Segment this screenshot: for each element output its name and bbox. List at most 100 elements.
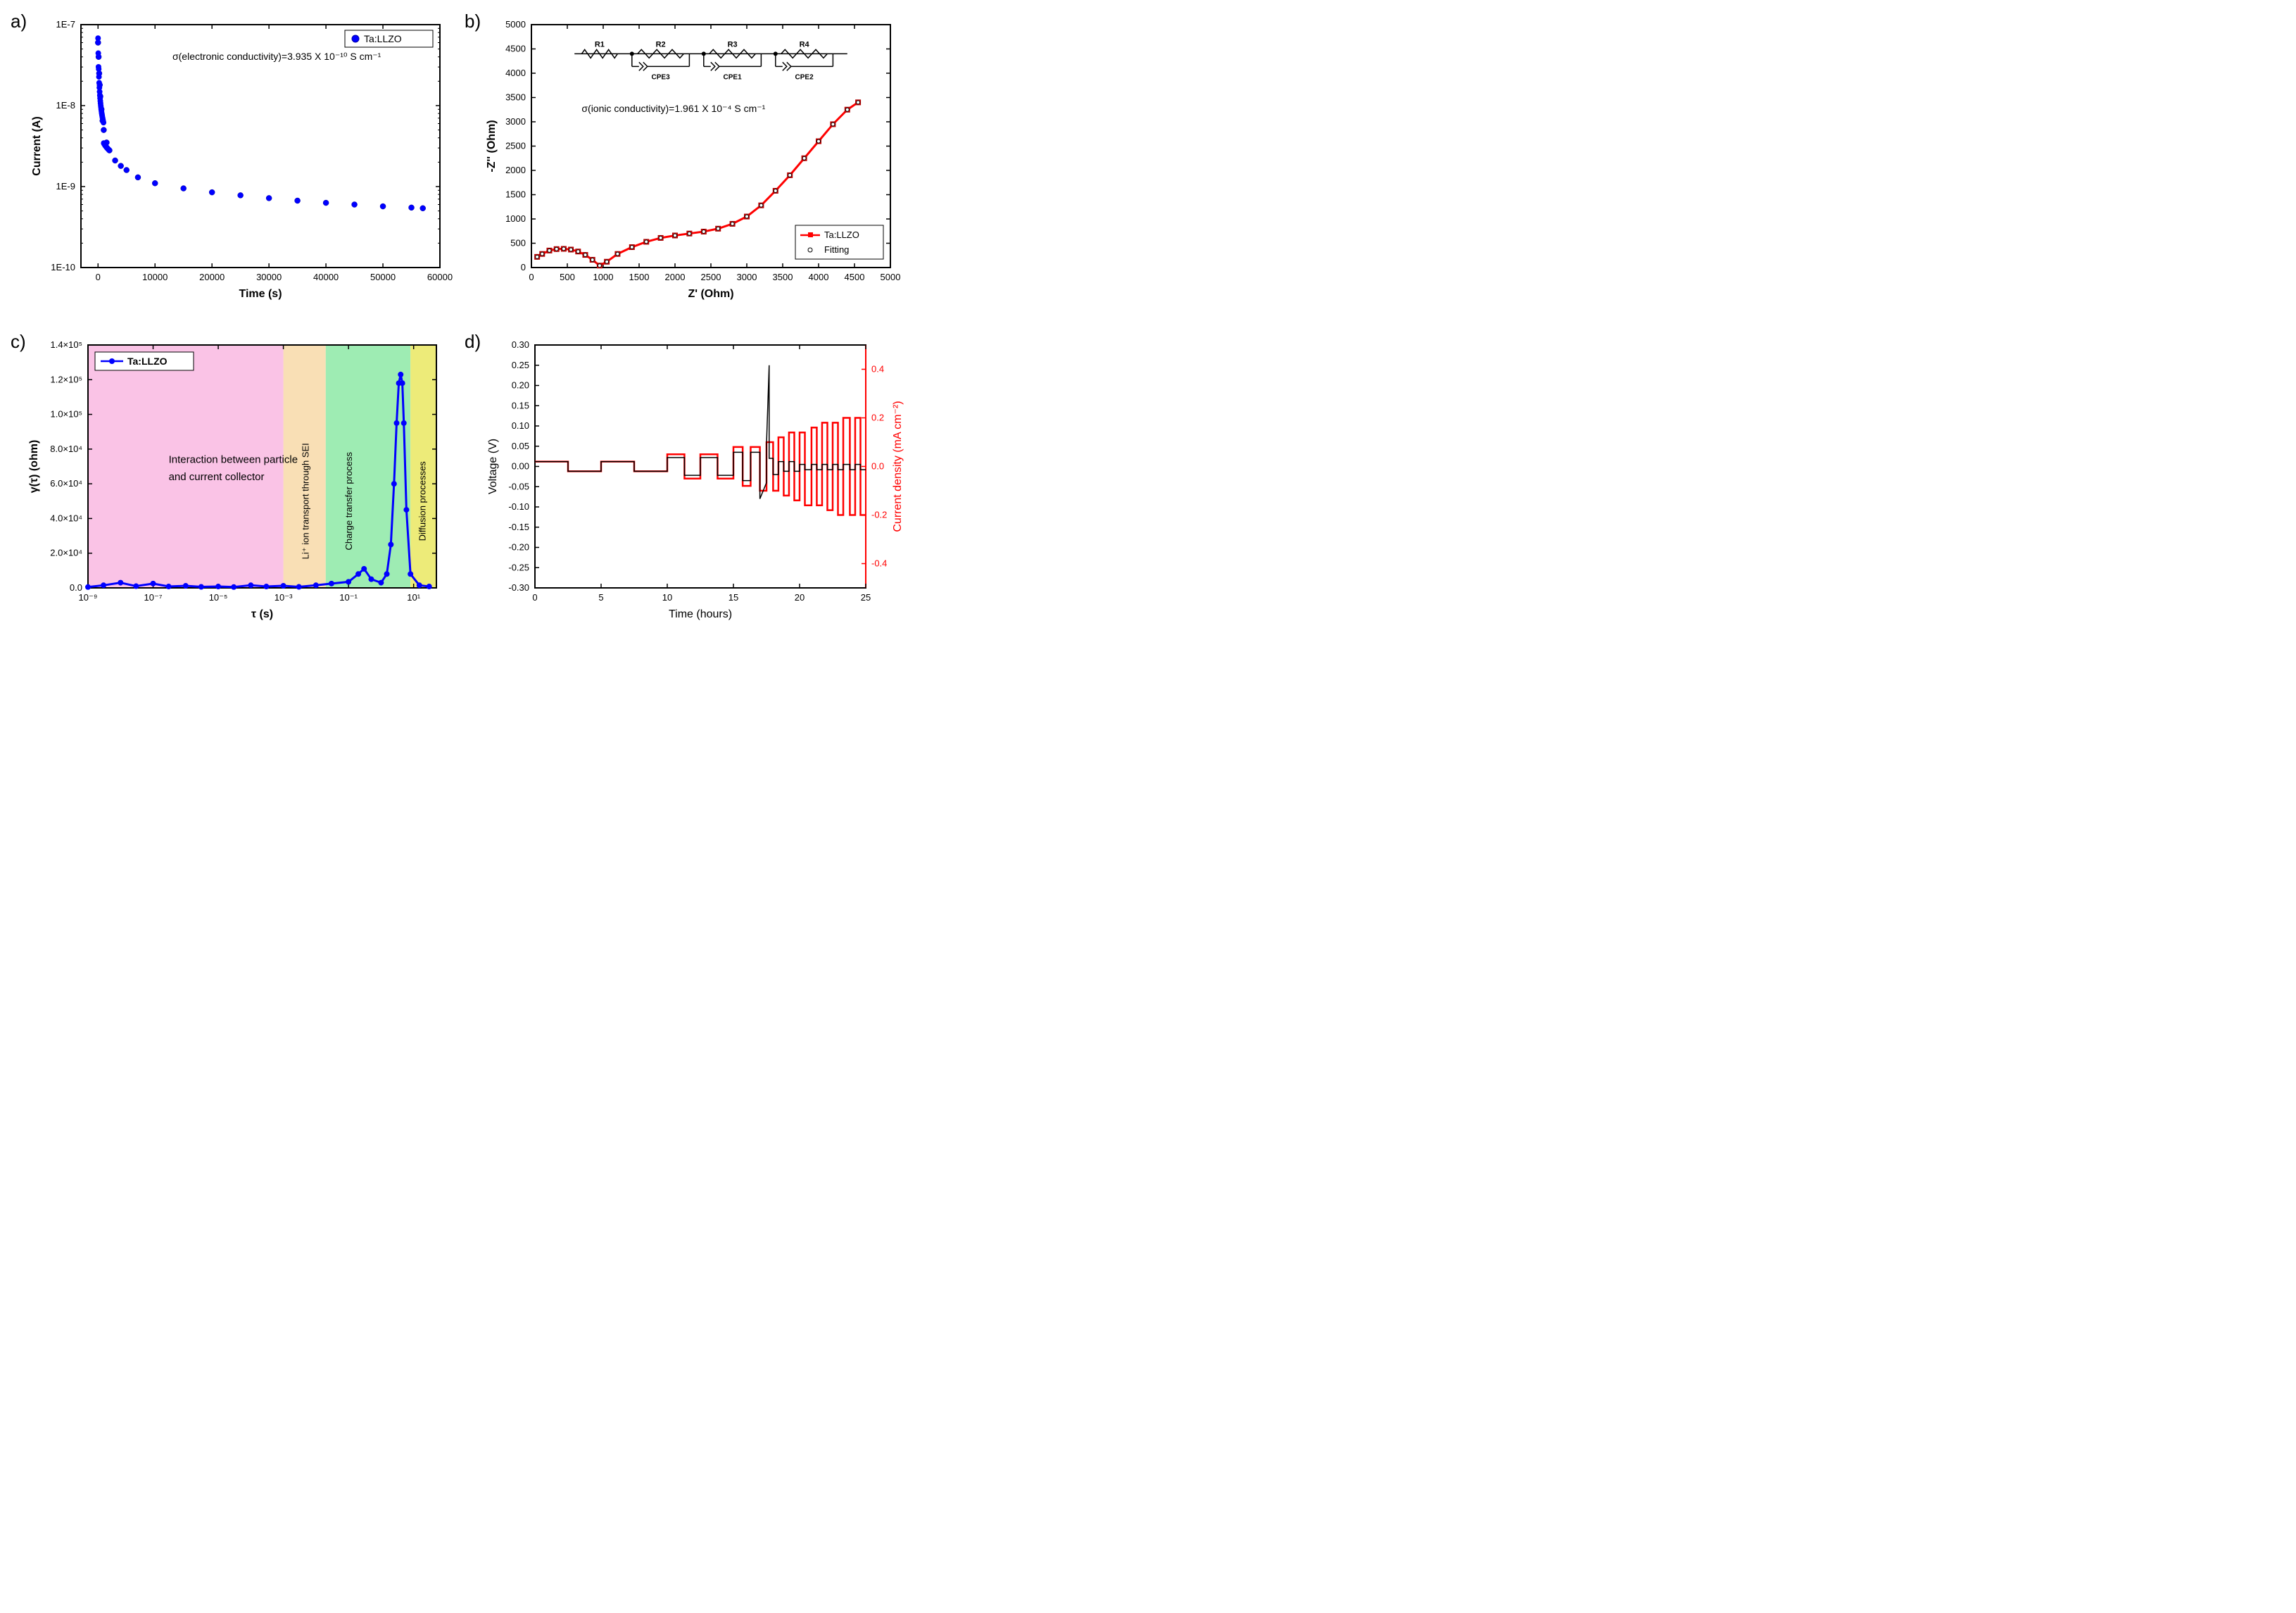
figure-grid: a) 01000020000300004000050000600001E-101… <box>14 14 901 634</box>
svg-text:5000: 5000 <box>881 272 901 282</box>
svg-text:60000: 60000 <box>427 272 453 282</box>
svg-text:-0.4: -0.4 <box>871 558 887 569</box>
svg-text:500: 500 <box>560 272 575 282</box>
svg-text:Li⁺ ion transport through SEI: Li⁺ ion transport through SEI <box>300 443 310 559</box>
svg-text:20: 20 <box>795 592 805 603</box>
svg-text:Ta:LLZO: Ta:LLZO <box>824 230 859 240</box>
svg-text:Fitting: Fitting <box>824 244 849 255</box>
svg-text:-0.25: -0.25 <box>508 562 529 572</box>
svg-text:-0.15: -0.15 <box>508 522 529 532</box>
svg-text:1000: 1000 <box>593 272 614 282</box>
svg-text:10: 10 <box>662 592 672 603</box>
svg-text:-Z'' (Ohm): -Z'' (Ohm) <box>486 120 498 172</box>
svg-text:Ta:LLZO: Ta:LLZO <box>127 356 168 367</box>
svg-text:3000: 3000 <box>505 116 526 127</box>
svg-text:Z' (Ohm): Z' (Ohm) <box>688 288 733 300</box>
svg-text:30000: 30000 <box>256 272 282 282</box>
svg-text:5: 5 <box>598 592 603 603</box>
svg-text:-0.2: -0.2 <box>871 510 887 520</box>
svg-text:0.25: 0.25 <box>512 360 529 370</box>
svg-text:CPE2: CPE2 <box>795 73 814 81</box>
svg-text:10⁻⁵: 10⁻⁵ <box>209 592 228 603</box>
svg-text:-0.10: -0.10 <box>508 501 529 512</box>
svg-text:4.0×10⁴: 4.0×10⁴ <box>50 513 82 523</box>
svg-text:Interaction between particle: Interaction between particle <box>169 454 298 466</box>
panel-d-svg: 0 5 10 15 20 25 -0.30 -0.25 -0.20 -0.15 -0.10 -0.05… <box>475 334 912 630</box>
panel-b-svg: 0500100015002000250030003500400045005000… <box>475 14 912 310</box>
svg-text:15: 15 <box>728 592 738 603</box>
panel-c-svg: 10⁻⁹10⁻⁷10⁻⁵10⁻³10⁻¹10¹0.02.0×10⁴4.0×10⁴… <box>21 334 458 630</box>
svg-text:0.0: 0.0 <box>871 461 884 472</box>
svg-text:Time (s): Time (s) <box>239 288 282 300</box>
svg-text:0.00: 0.00 <box>512 461 529 472</box>
svg-text:R1: R1 <box>595 40 605 49</box>
svg-text:1500: 1500 <box>505 189 526 200</box>
svg-text:CPE3: CPE3 <box>652 73 671 81</box>
svg-text:0.05: 0.05 <box>512 441 529 451</box>
svg-text:Ta:LLZO: Ta:LLZO <box>364 33 402 44</box>
svg-text:Time (hours): Time (hours) <box>669 608 732 620</box>
svg-text:0: 0 <box>529 272 534 282</box>
panel-c: c) 10⁻⁹10⁻⁷10⁻⁵10⁻³10⁻¹10¹0.02.0×10⁴4.0×… <box>14 334 447 634</box>
svg-text:R2: R2 <box>656 40 666 49</box>
svg-text:4500: 4500 <box>845 272 865 282</box>
svg-text:2000: 2000 <box>665 272 686 282</box>
svg-text:0: 0 <box>532 592 537 603</box>
panel-a-svg: 0 10000 20000 30000 40000 50000 60000 1E-10 1E-9… <box>21 14 458 310</box>
svg-text:0: 0 <box>521 262 526 272</box>
svg-text:10⁻³: 10⁻³ <box>275 592 293 603</box>
svg-text:10000: 10000 <box>142 272 168 282</box>
svg-text:500: 500 <box>510 238 526 249</box>
svg-text:20000: 20000 <box>199 272 225 282</box>
svg-text:0: 0 <box>96 272 101 282</box>
svg-text:γ(τ) (ohm): γ(τ) (ohm) <box>28 440 40 494</box>
svg-text:2500: 2500 <box>701 272 721 282</box>
svg-text:50000: 50000 <box>370 272 396 282</box>
svg-text:Current density (mA cm⁻²): Current density (mA cm⁻²) <box>892 401 904 532</box>
svg-text:1.4×10⁵: 1.4×10⁵ <box>50 339 82 350</box>
svg-text:10⁻⁷: 10⁻⁷ <box>144 592 163 603</box>
svg-text:1500: 1500 <box>629 272 650 282</box>
svg-text:8.0×10⁴: 8.0×10⁴ <box>50 444 82 454</box>
svg-text:0.2: 0.2 <box>871 413 884 423</box>
svg-text:40000: 40000 <box>313 272 339 282</box>
svg-text:1E-7: 1E-7 <box>56 19 75 30</box>
svg-text:Diffusion processes: Diffusion processes <box>417 461 427 541</box>
svg-text:10⁻⁹: 10⁻⁹ <box>79 592 98 603</box>
svg-text:10⁻¹: 10⁻¹ <box>339 592 358 603</box>
svg-text:0.15: 0.15 <box>512 400 529 410</box>
svg-text:0.20: 0.20 <box>512 380 529 391</box>
svg-text:3500: 3500 <box>505 92 526 103</box>
svg-text:3000: 3000 <box>737 272 757 282</box>
svg-text:1E-8: 1E-8 <box>56 100 75 111</box>
svg-text:2500: 2500 <box>505 141 526 151</box>
svg-text:-0.05: -0.05 <box>508 481 529 491</box>
svg-text:4000: 4000 <box>505 68 526 78</box>
svg-text:0.30: 0.30 <box>512 339 529 350</box>
svg-text:1E-10: 1E-10 <box>51 262 75 272</box>
svg-text:σ(ionic conductivity)=1.961 X: σ(ionic conductivity)=1.961 X 10⁻⁴ S cm⁻… <box>581 103 765 114</box>
panel-b: b) 0500100015002000250030003500400045005… <box>468 14 901 313</box>
svg-text:0.4: 0.4 <box>871 364 884 375</box>
svg-text:Voltage (V): Voltage (V) <box>487 439 499 494</box>
svg-text:-0.20: -0.20 <box>508 542 529 553</box>
svg-text:2000: 2000 <box>505 165 526 175</box>
svg-text:τ (s): τ (s) <box>251 608 273 620</box>
svg-text:25: 25 <box>861 592 871 603</box>
panel-d: d) 0510152025-0.30-0.25-0.20-0.15-0.10-0… <box>468 334 901 634</box>
panel-a: a) 01000020000300004000050000600001E-101… <box>14 14 447 313</box>
svg-text:4000: 4000 <box>809 272 829 282</box>
svg-text:0.10: 0.10 <box>512 420 529 431</box>
svg-text:Current (A): Current (A) <box>31 116 43 175</box>
svg-text:6.0×10⁴: 6.0×10⁴ <box>50 478 82 489</box>
svg-text:-0.30: -0.30 <box>508 582 529 593</box>
svg-text:R4: R4 <box>800 40 810 49</box>
svg-text:2.0×10⁴: 2.0×10⁴ <box>50 548 82 558</box>
svg-text:1E-9: 1E-9 <box>56 181 75 192</box>
svg-text:σ(electronic conductivity)=3.9: σ(electronic conductivity)=3.935 X 10⁻¹⁰… <box>172 51 381 62</box>
svg-text:Charge transfer process: Charge transfer process <box>343 452 354 551</box>
svg-text:CPE1: CPE1 <box>724 73 743 81</box>
svg-text:1.2×10⁵: 1.2×10⁵ <box>50 374 82 384</box>
svg-text:1000: 1000 <box>505 213 526 224</box>
svg-text:0.0: 0.0 <box>70 582 82 593</box>
